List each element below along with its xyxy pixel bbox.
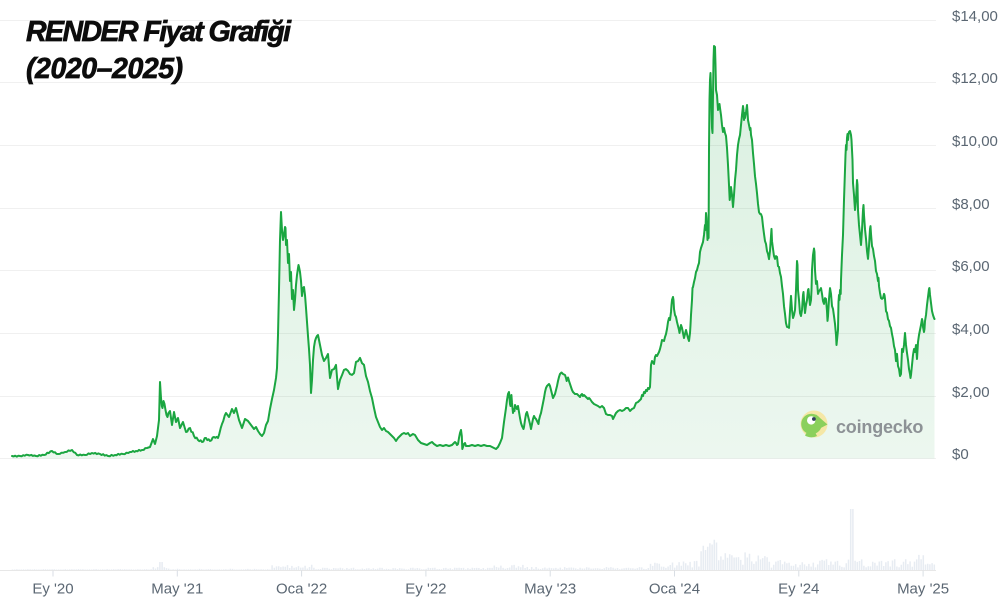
svg-text:$6,00: $6,00: [952, 258, 990, 275]
svg-text:Oca '22: Oca '22: [276, 581, 327, 598]
svg-text:May '21: May '21: [151, 581, 203, 598]
svg-text:$0: $0: [952, 446, 969, 463]
svg-text:$14,00: $14,00: [952, 8, 998, 25]
svg-text:$2,00: $2,00: [952, 384, 990, 401]
svg-text:$10,00: $10,00: [952, 133, 998, 150]
svg-text:Ey '20: Ey '20: [32, 581, 73, 598]
svg-text:$8,00: $8,00: [952, 196, 990, 213]
svg-text:May '25: May '25: [897, 581, 949, 598]
svg-text:$4,00: $4,00: [952, 321, 990, 338]
svg-text:coingecko: coingecko: [836, 417, 923, 437]
svg-text:Ey '22: Ey '22: [405, 581, 446, 598]
svg-text:$12,00: $12,00: [952, 70, 998, 87]
svg-text:RENDER Fiyat Grafiği: RENDER Fiyat Grafiği: [26, 16, 292, 48]
svg-text:(2020–2025): (2020–2025): [26, 53, 183, 85]
svg-text:Ey '24: Ey '24: [778, 581, 819, 598]
svg-text:May '23: May '23: [524, 581, 576, 598]
svg-text:Oca '24: Oca '24: [649, 581, 700, 598]
